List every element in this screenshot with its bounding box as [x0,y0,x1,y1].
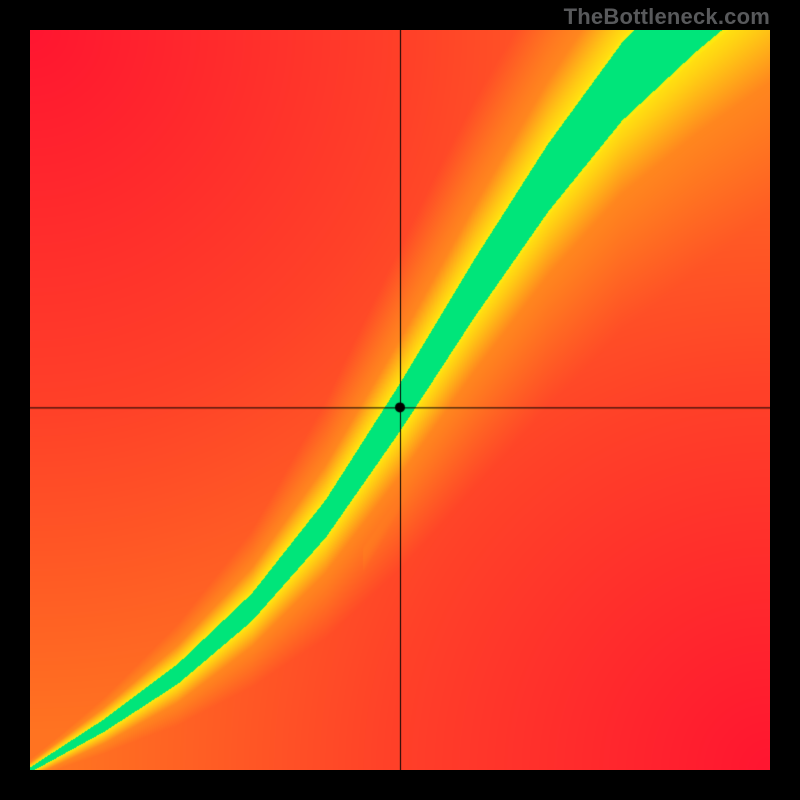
heatmap-canvas [30,30,770,770]
outer-frame: TheBottleneck.com [0,0,800,800]
watermark-text: TheBottleneck.com [564,4,770,30]
plot-area [30,30,770,770]
